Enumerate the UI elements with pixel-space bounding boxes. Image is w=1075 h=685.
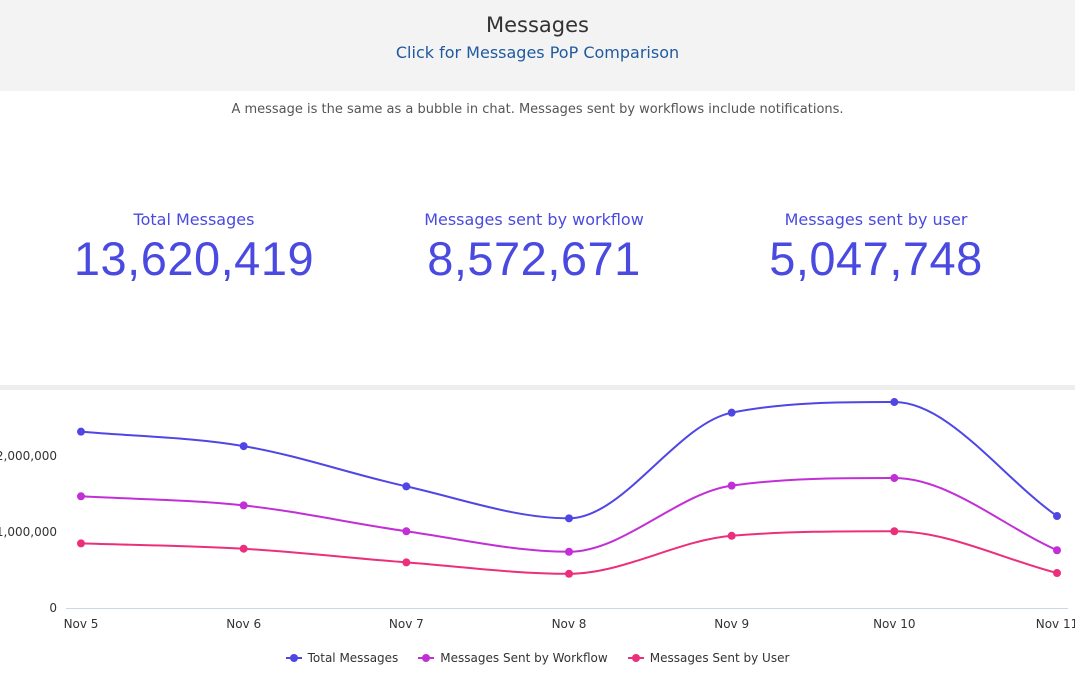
data-point <box>727 481 736 490</box>
x-tick-label: Nov 5 <box>64 617 99 631</box>
x-tick-label: Nov 6 <box>226 617 261 631</box>
kpi-total-messages: Total Messages 13,620,419 <box>44 210 344 286</box>
kpi-user-messages: Messages sent by user 5,047,748 <box>726 210 1026 286</box>
data-point <box>565 547 573 556</box>
kpi-label: Messages sent by user <box>784 210 968 229</box>
kpi-label: Total Messages <box>133 210 255 229</box>
page-title: Messages <box>486 13 589 37</box>
pop-comparison-link[interactable]: Click for Messages PoP Comparison <box>395 43 680 62</box>
chart-legend: Total Messages Messages Sent by Workflow… <box>0 651 1075 665</box>
section-divider <box>0 385 1075 390</box>
legend-item-workflow[interactable]: Messages Sent by Workflow <box>418 651 608 665</box>
legend-label: Messages Sent by Workflow <box>440 651 608 665</box>
data-point <box>239 501 248 510</box>
legend-marker-icon <box>285 652 302 664</box>
x-tick-label: Nov 10 <box>873 617 916 631</box>
data-point <box>727 531 736 540</box>
kpi-value: 13,620,419 <box>73 232 315 285</box>
data-point <box>890 474 899 483</box>
kpi-label: Messages sent by workflow <box>424 210 644 229</box>
data-point <box>565 514 573 523</box>
kpi-value: 5,047,748 <box>769 232 983 285</box>
data-point <box>1053 512 1061 521</box>
data-point <box>402 558 411 567</box>
data-point <box>565 569 573 578</box>
series-line-1 <box>80 401 1058 520</box>
data-point <box>890 398 899 407</box>
data-point <box>402 482 411 491</box>
legend-label: Total Messages <box>307 651 399 665</box>
data-point <box>727 408 736 417</box>
x-tick-label: Nov 11 <box>1036 617 1075 631</box>
legend-item-total[interactable]: Total Messages <box>285 651 399 665</box>
data-point <box>77 539 85 548</box>
x-tick-label: Nov 9 <box>714 617 749 631</box>
legend-marker-icon <box>418 652 435 664</box>
legend-item-user[interactable]: Messages Sent by User <box>627 651 790 665</box>
x-tick-label: Nov 8 <box>552 617 587 631</box>
x-tick-label: Nov 7 <box>389 617 424 631</box>
legend-label: Messages Sent by User <box>649 651 790 665</box>
legend-marker-icon <box>627 652 644 664</box>
y-tick-label: 0 <box>49 601 57 615</box>
y-tick-label: 2,000,000 <box>0 449 57 463</box>
data-point <box>1053 569 1061 578</box>
page-header: Messages Click for Messages PoP Comparis… <box>0 0 1075 91</box>
data-point <box>239 544 248 553</box>
kpi-value: 8,572,671 <box>427 232 641 285</box>
data-point <box>402 527 411 536</box>
data-point <box>77 492 85 501</box>
messages-line-chart: 0 1,000,000 2,000,000 Nov 5 Nov 6 Nov 7 Nov 8 N… <box>0 398 1075 631</box>
kpi-workflow-messages: Messages sent by workflow 8,572,671 <box>384 210 684 286</box>
data-point <box>890 527 899 536</box>
data-point <box>239 442 248 451</box>
description-text: A message is the same as a bubble in cha… <box>231 102 844 117</box>
y-tick-label: 1,000,000 <box>0 525 57 539</box>
data-point <box>77 427 85 436</box>
data-point <box>1053 546 1061 555</box>
